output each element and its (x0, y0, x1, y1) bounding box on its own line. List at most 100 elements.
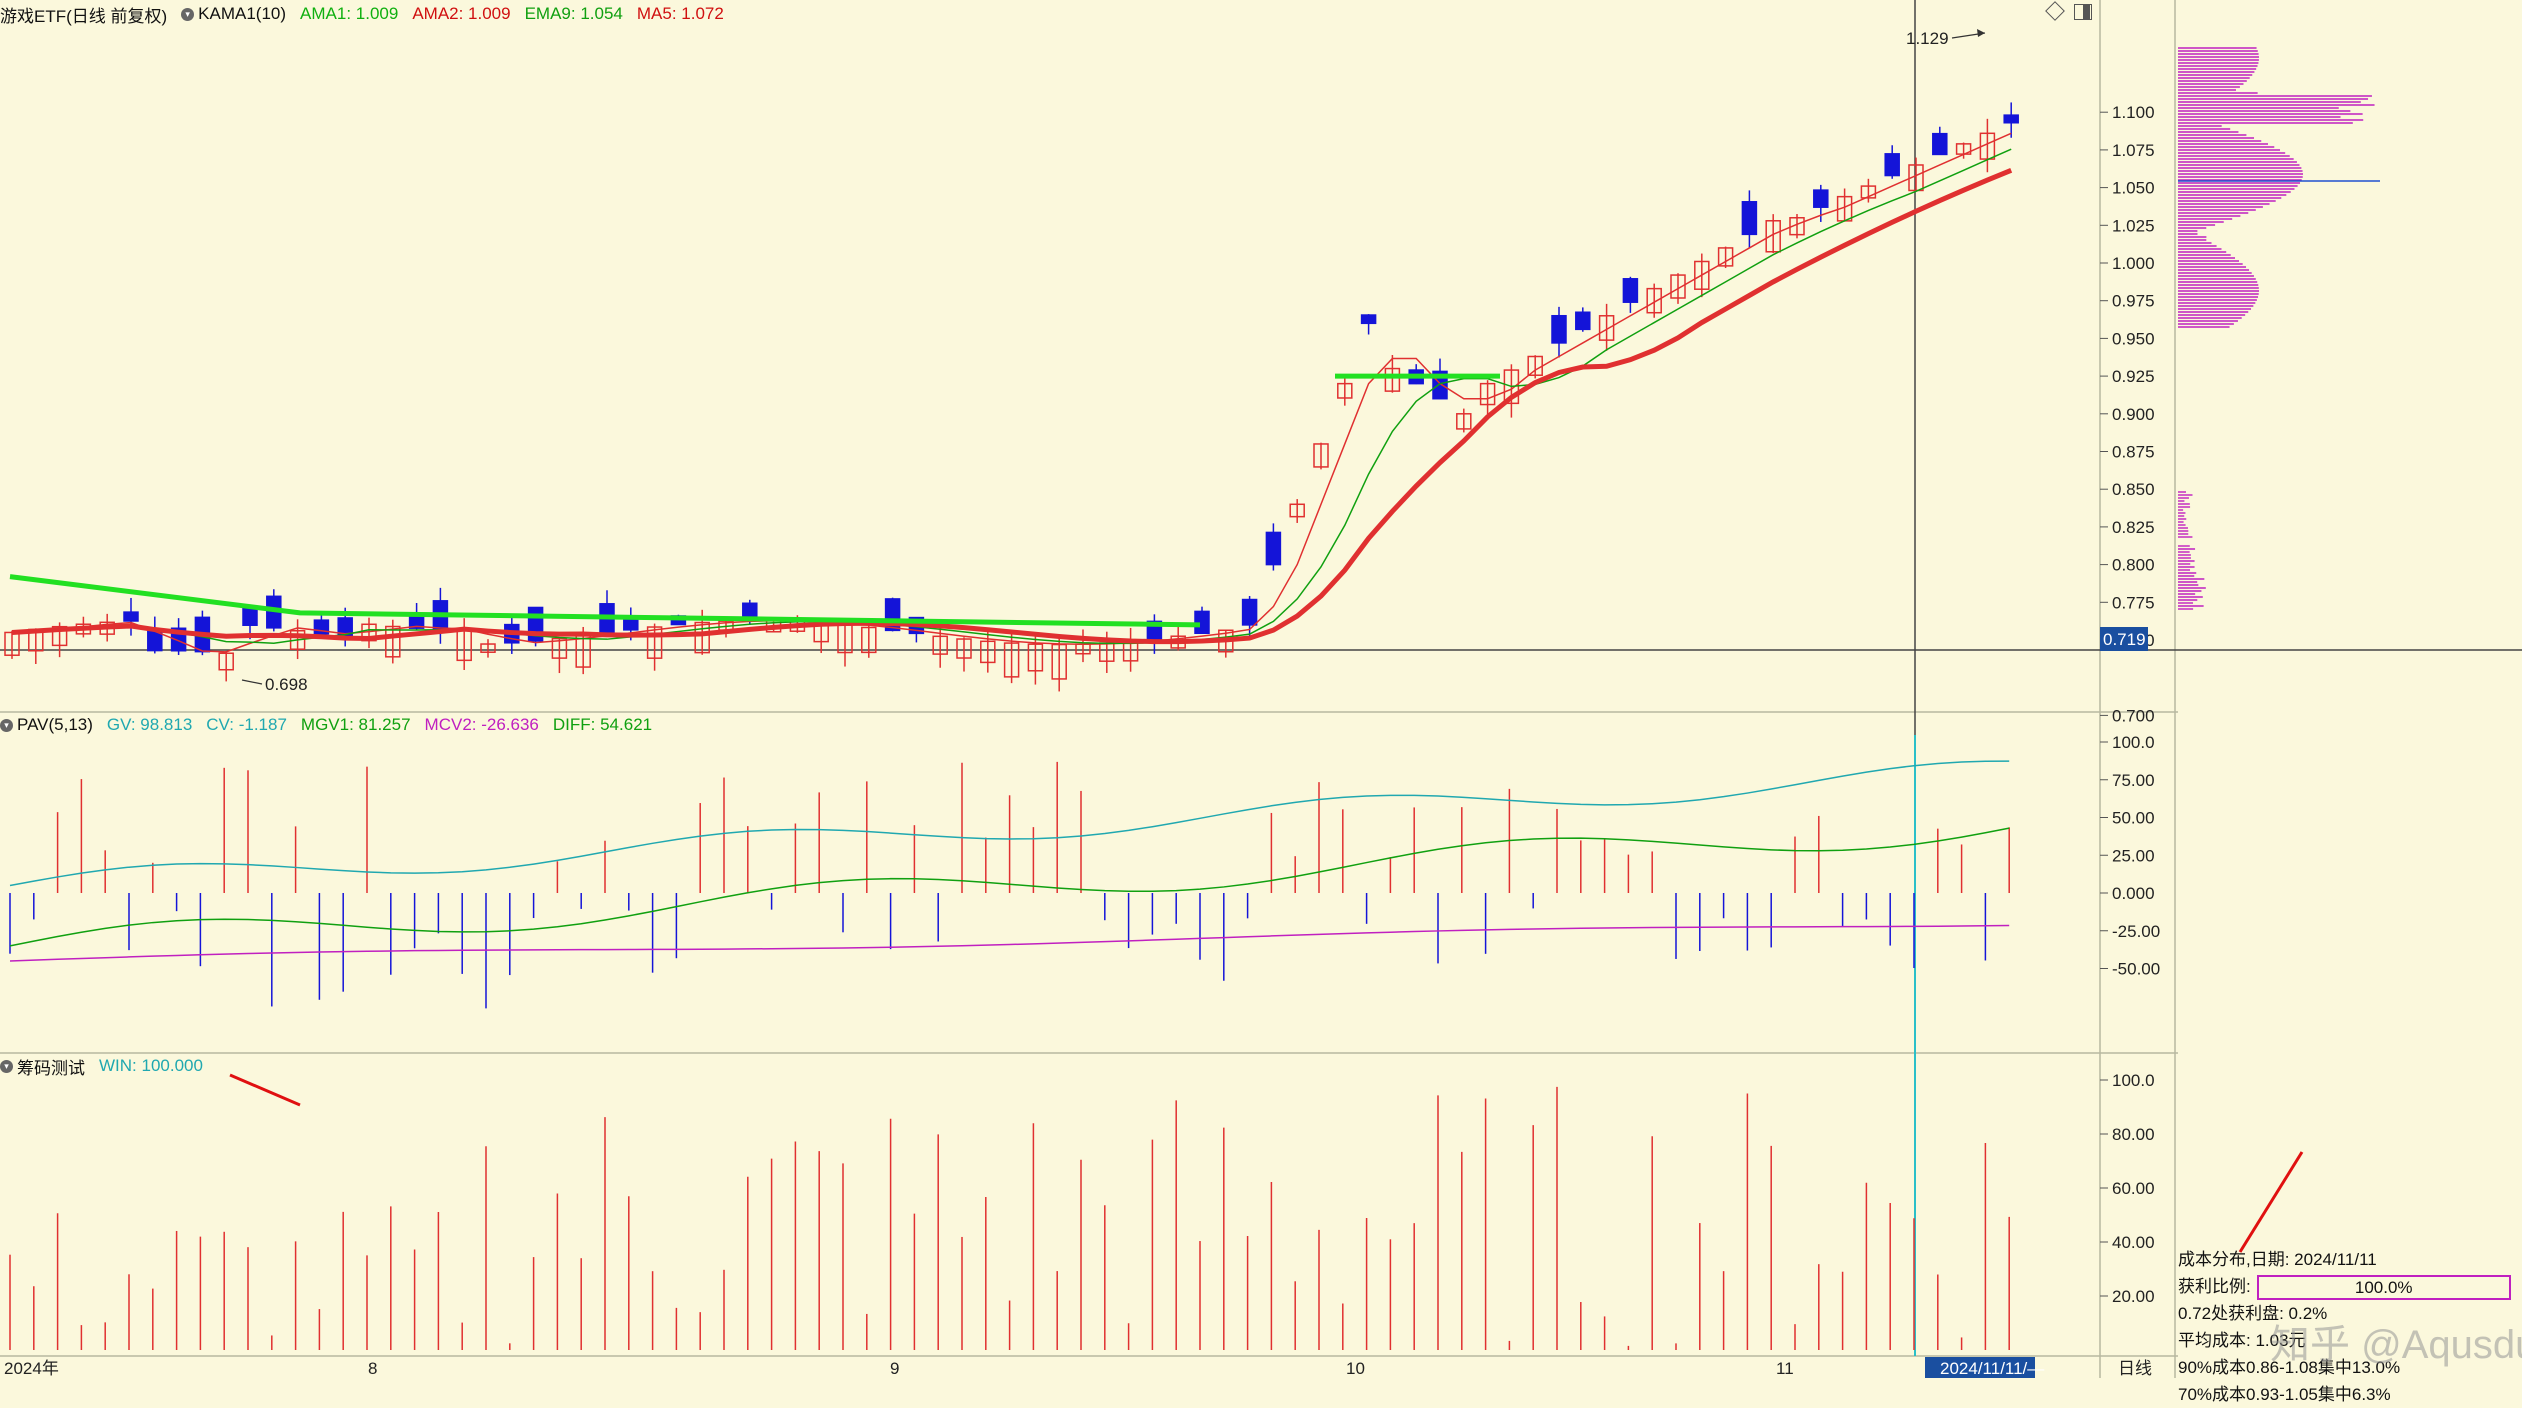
ama2-value: AMA2: 1.009 (412, 4, 511, 23)
pav-line (9, 924, 2010, 962)
chip-test-chart[interactable] (9, 1086, 2010, 1350)
candle-body (480, 643, 496, 653)
date-label-oct: 10 (1346, 1359, 1365, 1378)
price-tick: 0.925 (2112, 367, 2155, 386)
pav-header: ▾ PAV(5,13) GV: 98.813 CV: -1.187 MGV1: … (0, 712, 652, 738)
candle-body (2003, 114, 2019, 124)
pav-axis: 100.0 75.00 50.00 25.00 0.000 -25.00 -50.00 (2100, 733, 2160, 979)
pav-tick: 25.00 (2112, 846, 2155, 865)
pav-diff: DIFF: 54.621 (552, 715, 653, 734)
pav-gv: GV: 98.813 (106, 715, 193, 734)
chip-axis: 100.0 80.00 60.00 40.00 20.00 (2100, 1071, 2155, 1306)
candle-body (1456, 413, 1472, 430)
candle-body (1384, 367, 1401, 392)
moving-average-line (11, 167, 2013, 645)
candle-body (1932, 132, 1948, 156)
date-label-nov: 11 (1776, 1359, 1794, 1378)
watermark: 知乎 @Aqusdu (2270, 1323, 2522, 1367)
price-tick: 0.850 (2112, 480, 2155, 499)
pav-tick: 75.00 (2112, 771, 2155, 790)
chip-tick: 40.00 (2112, 1233, 2155, 1252)
pav-tick: -50.00 (2112, 960, 2160, 979)
chip-name: 筹码测试 (17, 1058, 85, 1078)
pav-line (9, 827, 2010, 947)
price-tick: 1.050 (2112, 179, 2155, 198)
candle-body (623, 617, 639, 631)
dropdown-icon[interactable]: ▾ (0, 1059, 13, 1073)
candle-body (646, 626, 663, 659)
candle-body (1860, 185, 1877, 199)
main-chart-header: 游戏ETF(日线 前复权) ▾ KAMA1(10) AMA1: 1.009 AM… (0, 1, 724, 27)
pav-indicator-chart[interactable] (9, 760, 2010, 1009)
pav-name: PAV(5,13) (17, 715, 93, 734)
candlestick-chart[interactable] (4, 102, 2019, 692)
pav-mcv2: MCV2: -26.636 (424, 715, 539, 734)
candle-body (1670, 274, 1686, 299)
date-label-aug: 8 (368, 1359, 377, 1378)
moving-average-line (11, 148, 2012, 645)
date-label-sep: 9 (890, 1359, 899, 1378)
chip-tick: 60.00 (2112, 1179, 2155, 1198)
price-tick: 1.100 (2112, 103, 2155, 122)
cursor-date-box (1925, 1357, 2035, 1378)
price-tick: 1.000 (2112, 254, 2155, 273)
low-label: 0.698 (265, 675, 308, 694)
pav-tick: 100.0 (2112, 733, 2155, 752)
candle-body (289, 630, 306, 650)
high-label: 1.129 (1906, 29, 1949, 48)
cost-90: 90%成本0.86-1.08集中13.0% (2178, 1358, 2401, 1377)
moving-average-line (11, 132, 2012, 653)
candle-body (694, 621, 710, 654)
candle-body (1813, 189, 1829, 208)
price-axis: 1.100 1.075 1.050 1.025 1.000 0.975 0.950 0.925… (2100, 103, 2155, 725)
candle-body (1479, 382, 1496, 406)
candle-body (1289, 503, 1305, 518)
price-tick: 0.875 (2112, 443, 2155, 462)
candle-body (1194, 610, 1210, 635)
price-tick: 0.700 (2112, 706, 2155, 725)
candle-body (385, 625, 401, 658)
candle-body (1337, 382, 1353, 399)
pav-tick: -25.00 (2112, 922, 2160, 941)
price-tick: 0.775 (2112, 593, 2155, 612)
dropdown-icon[interactable]: ▾ (181, 7, 195, 21)
profit-ratio-box: 100.0% (2256, 1275, 2511, 1301)
candle-body (1741, 201, 1758, 236)
ema9-value: EMA9: 1.054 (524, 4, 623, 23)
candle-body (1884, 153, 1900, 177)
price-tick: 0.950 (2112, 329, 2155, 348)
average-cost: 平均成本: 1.03元 (2178, 1331, 2306, 1350)
date-axis: 2024年 8 9 10 11 2024/11/11/— 日线 (4, 1357, 2152, 1378)
price-tick: 0.975 (2112, 292, 2155, 311)
candle-body (1503, 369, 1520, 405)
price-tick: 0.900 (2112, 405, 2155, 424)
cost-title: 成本分布,日期: 2024/11/11 (2178, 1250, 2377, 1269)
window-restore-icon[interactable] (2074, 4, 2092, 20)
pav-toggle[interactable]: ▾ PAV(5,13) (0, 715, 93, 735)
pav-tick: 0.000 (2112, 884, 2155, 903)
candle-body (551, 637, 568, 659)
cost-70: 70%成本0.93-1.05集中6.3% (2178, 1385, 2391, 1404)
candle-body (123, 611, 139, 622)
candle-body (1003, 642, 1020, 678)
price-tick: 0.825 (2112, 518, 2155, 537)
ma5-value: MA5: 1.072 (636, 4, 724, 23)
candle-body (242, 607, 258, 626)
candle-body (1622, 278, 1639, 303)
dropdown-icon[interactable]: ▾ (0, 718, 13, 732)
candle-body (1598, 315, 1615, 341)
candle-body (1551, 314, 1567, 344)
chip-toggle[interactable]: ▾ 筹码测试 (0, 1054, 85, 1079)
current-price-tag (2100, 627, 2148, 651)
chip-header: ▾ 筹码测试 WIN: 100.000 (0, 1053, 203, 1079)
chip-win: WIN: 100.000 (99, 1056, 203, 1075)
candle-body (1908, 164, 1924, 192)
period-label: 日线 (2118, 1359, 2152, 1378)
chip-tick: 20.00 (2112, 1287, 2155, 1306)
indicator-toggle[interactable]: ▾ KAMA1(10) (181, 4, 286, 24)
price-tick: 0.800 (2112, 556, 2155, 575)
price-tick: 1.075 (2112, 141, 2155, 160)
chart-title[interactable]: 游戏ETF(日线 前复权) (0, 6, 168, 26)
candle-body (1789, 217, 1805, 236)
high-marker: 1.129 (1906, 29, 1986, 48)
